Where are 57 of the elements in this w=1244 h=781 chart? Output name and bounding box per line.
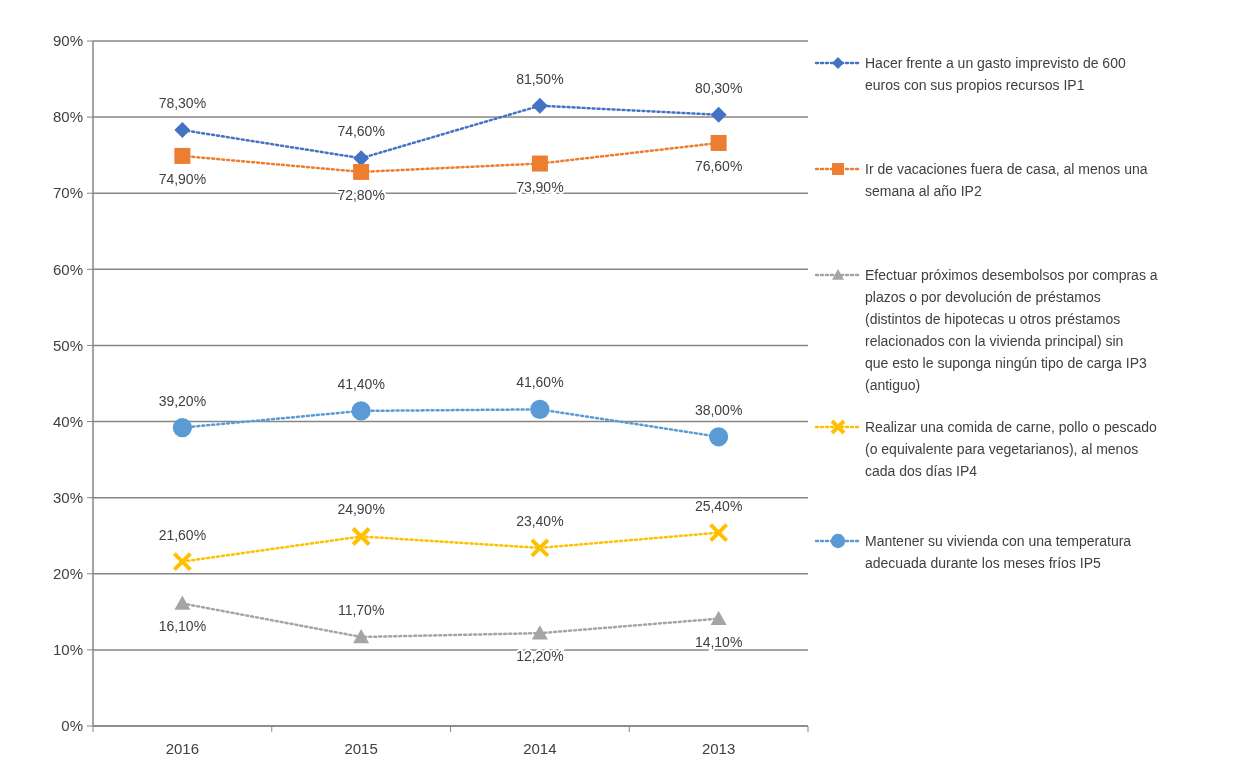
point (174, 122, 191, 139)
y-tick-label: 10% (52, 641, 83, 659)
data-label: 80,30% (694, 79, 743, 96)
data-label: 76,60% (694, 157, 743, 174)
data-label: 11,70% (337, 601, 385, 618)
y-tick-label: 80% (52, 108, 83, 126)
data-label: 73,90% (516, 178, 564, 195)
y-tick-label: 0% (61, 717, 83, 735)
point (710, 106, 727, 123)
legend-label: Realizar una comida de carne, pollo o pescado (o equivalente para vegetarianos), al menos cada dos días IP4 (865, 418, 1158, 479)
point (531, 155, 548, 172)
data-label: 14,10% (694, 633, 743, 650)
y-tick-label: 50% (52, 336, 83, 354)
y-tick-label: 90% (52, 32, 83, 50)
legend-label: Efectuar próximos desembolsos por compras a plazos o por devolución de préstamos (distintos de hipotecas u otros préstamos relacionados con la vivienda principal) sin que esto le suponga ningún tipo de carga IP3 (antiguo) (865, 266, 1158, 393)
data-label: 23,40% (516, 512, 564, 529)
x-tick-label: 2016 (165, 740, 200, 757)
point (172, 551, 193, 572)
data-label: 38,00% (694, 401, 743, 418)
data-label: 12,20% (516, 648, 564, 665)
y-tick-label: 70% (52, 184, 83, 202)
data-label: 39,20% (158, 392, 207, 409)
data-label: 25,40% (694, 497, 743, 514)
y-tick-label: 60% (52, 260, 83, 278)
data-label: 16,10% (158, 618, 207, 635)
point (351, 401, 371, 421)
x-tick-label: 2014 (523, 740, 557, 757)
y-tick-label: 30% (52, 488, 83, 506)
point (174, 595, 191, 610)
point (353, 628, 370, 644)
point (531, 97, 548, 114)
legend-label: Ir de vacaciones fuera de casa, al menos una semana al año IP2 (865, 160, 1148, 199)
data-label: 41,40% (337, 375, 385, 392)
legend-label: Mantener su vivienda con una temperatura adecuada durante los meses fríos IP5 (865, 532, 1132, 571)
point (353, 163, 370, 180)
point (172, 418, 192, 438)
data-label: 21,60% (158, 526, 207, 543)
point (174, 147, 191, 164)
y-tick-label: 20% (52, 565, 83, 583)
data-label: 81,50% (516, 70, 564, 87)
x-tick-label: 2013 (701, 740, 736, 757)
point (530, 399, 550, 419)
point (351, 526, 372, 547)
point (529, 537, 550, 558)
point (710, 134, 727, 151)
point (531, 625, 548, 640)
y-tick-label: 40% (52, 412, 83, 430)
x-tick-label: 2015 (344, 740, 378, 757)
data-label: 74,60% (337, 123, 385, 140)
data-label: 74,90% (158, 170, 207, 187)
legend-label: Hacer frente a un gasto imprevisto de 600 euros con sus propios recursos IP1 (865, 54, 1126, 93)
point (709, 427, 729, 447)
point (710, 610, 727, 626)
point (708, 522, 729, 543)
data-label: 24,90% (337, 501, 385, 518)
data-label: 41,60% (516, 374, 564, 391)
data-label: 78,30% (158, 95, 207, 112)
